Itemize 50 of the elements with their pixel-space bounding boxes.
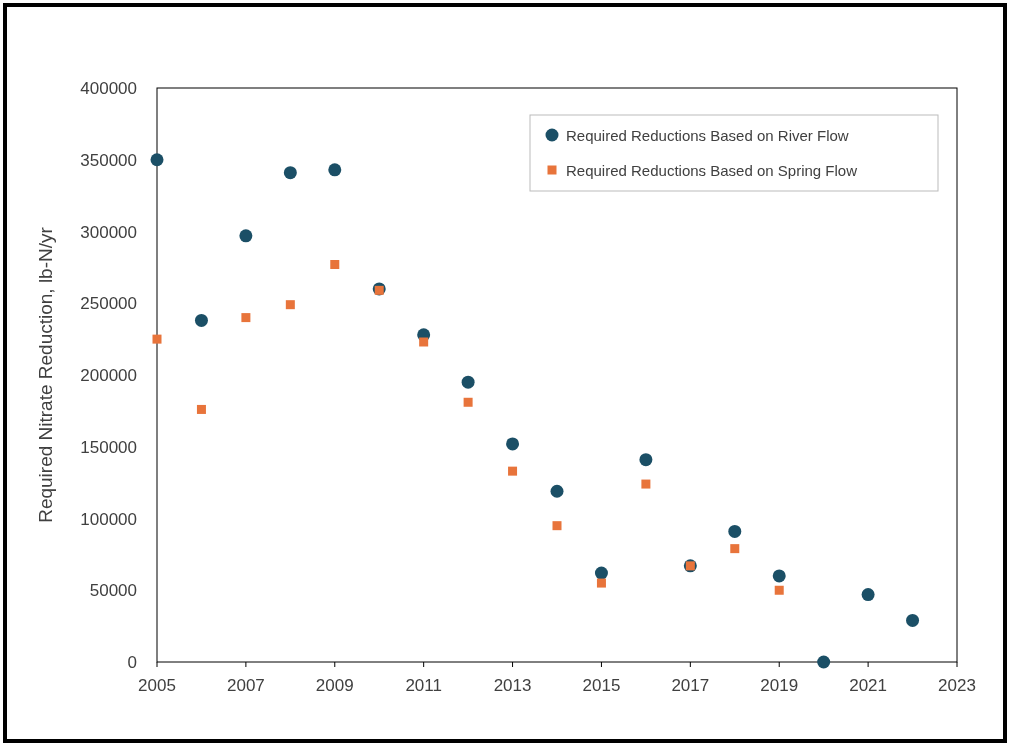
point: [461, 375, 475, 389]
point: [639, 453, 653, 467]
x-tick-label: 2007: [226, 676, 265, 695]
point: [508, 466, 518, 476]
y-tick-label: 250000: [80, 294, 137, 314]
point: [861, 588, 875, 602]
point: [772, 569, 786, 583]
y-tick-label: 0: [127, 653, 137, 672]
y-tick-label: 200000: [80, 366, 137, 385]
point: [506, 437, 520, 451]
legend-label: Required Reductions Based on River Flow: [566, 127, 849, 144]
x-tick-label: 2013: [493, 676, 532, 695]
legend-label: Required Reductions Based on Spring Flow: [566, 162, 858, 179]
y-tick-label: 50000: [89, 581, 137, 601]
point: [194, 313, 208, 327]
x-tick-label: 2019: [760, 676, 799, 695]
x-tick-label: 2021: [849, 676, 888, 695]
y-tick-label: 100000: [80, 509, 137, 529]
point: [596, 578, 606, 588]
x-tick-label: 2015: [582, 676, 621, 695]
point: [328, 163, 342, 177]
point: [552, 521, 562, 531]
point: [196, 404, 206, 414]
point: [817, 655, 831, 669]
point: [774, 585, 784, 595]
point: [906, 613, 920, 627]
point: [594, 566, 608, 580]
point: [150, 153, 164, 167]
y-tick-label: 400000: [80, 79, 137, 98]
y-tick-label: 150000: [80, 437, 137, 457]
point: [550, 484, 564, 498]
point: [419, 337, 429, 347]
point: [330, 260, 340, 270]
point: [239, 229, 253, 243]
x-tick-label: 2023: [938, 676, 976, 695]
x-tick-label: 2009: [315, 676, 354, 695]
x-tick-label: 2017: [671, 676, 710, 695]
y-tick-label: 300000: [80, 222, 137, 242]
point: [641, 479, 651, 489]
point: [283, 166, 297, 180]
point: [463, 397, 473, 407]
point: [152, 334, 162, 344]
point: [241, 313, 251, 323]
y-axis-title: Required Nitrate Reduction, lb-N/yr: [35, 226, 56, 523]
x-tick-label: 2011: [405, 676, 442, 695]
point: [285, 300, 295, 310]
point: [728, 524, 742, 538]
y-tick-label: 350000: [80, 150, 137, 170]
point: [730, 544, 740, 554]
x-tick-label: 2005: [138, 676, 176, 695]
